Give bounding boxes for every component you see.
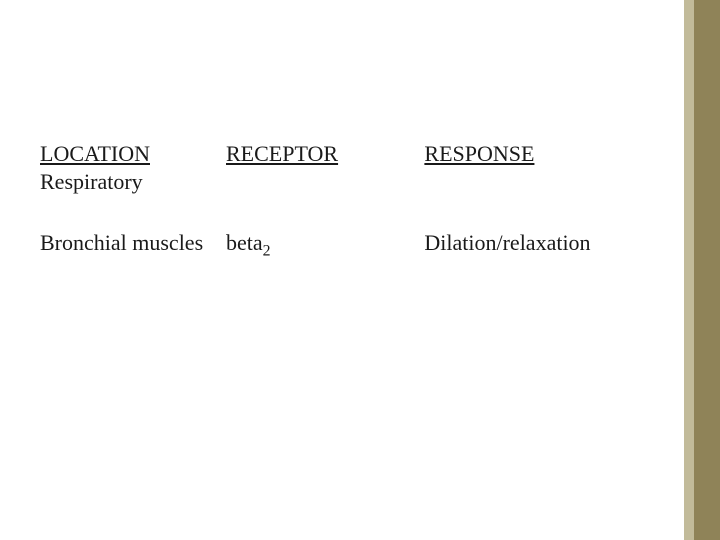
content-area: LOCATION Respiratory RECEPTOR RESPONSE B… — [40, 140, 660, 291]
header-location: LOCATION Respiratory — [40, 140, 226, 229]
cell-response: Dilation/relaxation — [424, 229, 660, 291]
table-header-row: LOCATION Respiratory RECEPTOR RESPONSE — [40, 140, 660, 229]
header-response-label: RESPONSE — [424, 141, 534, 166]
receptor-table: LOCATION Respiratory RECEPTOR RESPONSE B… — [40, 140, 660, 291]
receptor-base: beta — [226, 230, 263, 255]
side-accent — [684, 0, 720, 540]
header-receptor: RECEPTOR — [226, 140, 424, 229]
receptor-subscript: 2 — [263, 242, 271, 259]
cell-location: Bronchial muscles — [40, 229, 226, 291]
header-response: RESPONSE — [424, 140, 660, 229]
accent-stripe-light — [684, 0, 694, 540]
header-receptor-label: RECEPTOR — [226, 141, 338, 166]
header-location-label: LOCATION — [40, 141, 150, 166]
accent-stripe-dark — [694, 0, 720, 540]
slide: LOCATION Respiratory RECEPTOR RESPONSE B… — [0, 0, 720, 540]
cell-receptor: beta2 — [226, 229, 424, 291]
header-location-subtext: Respiratory — [40, 169, 143, 194]
table-row: Bronchial muscles beta2 Dilation/relaxat… — [40, 229, 660, 291]
